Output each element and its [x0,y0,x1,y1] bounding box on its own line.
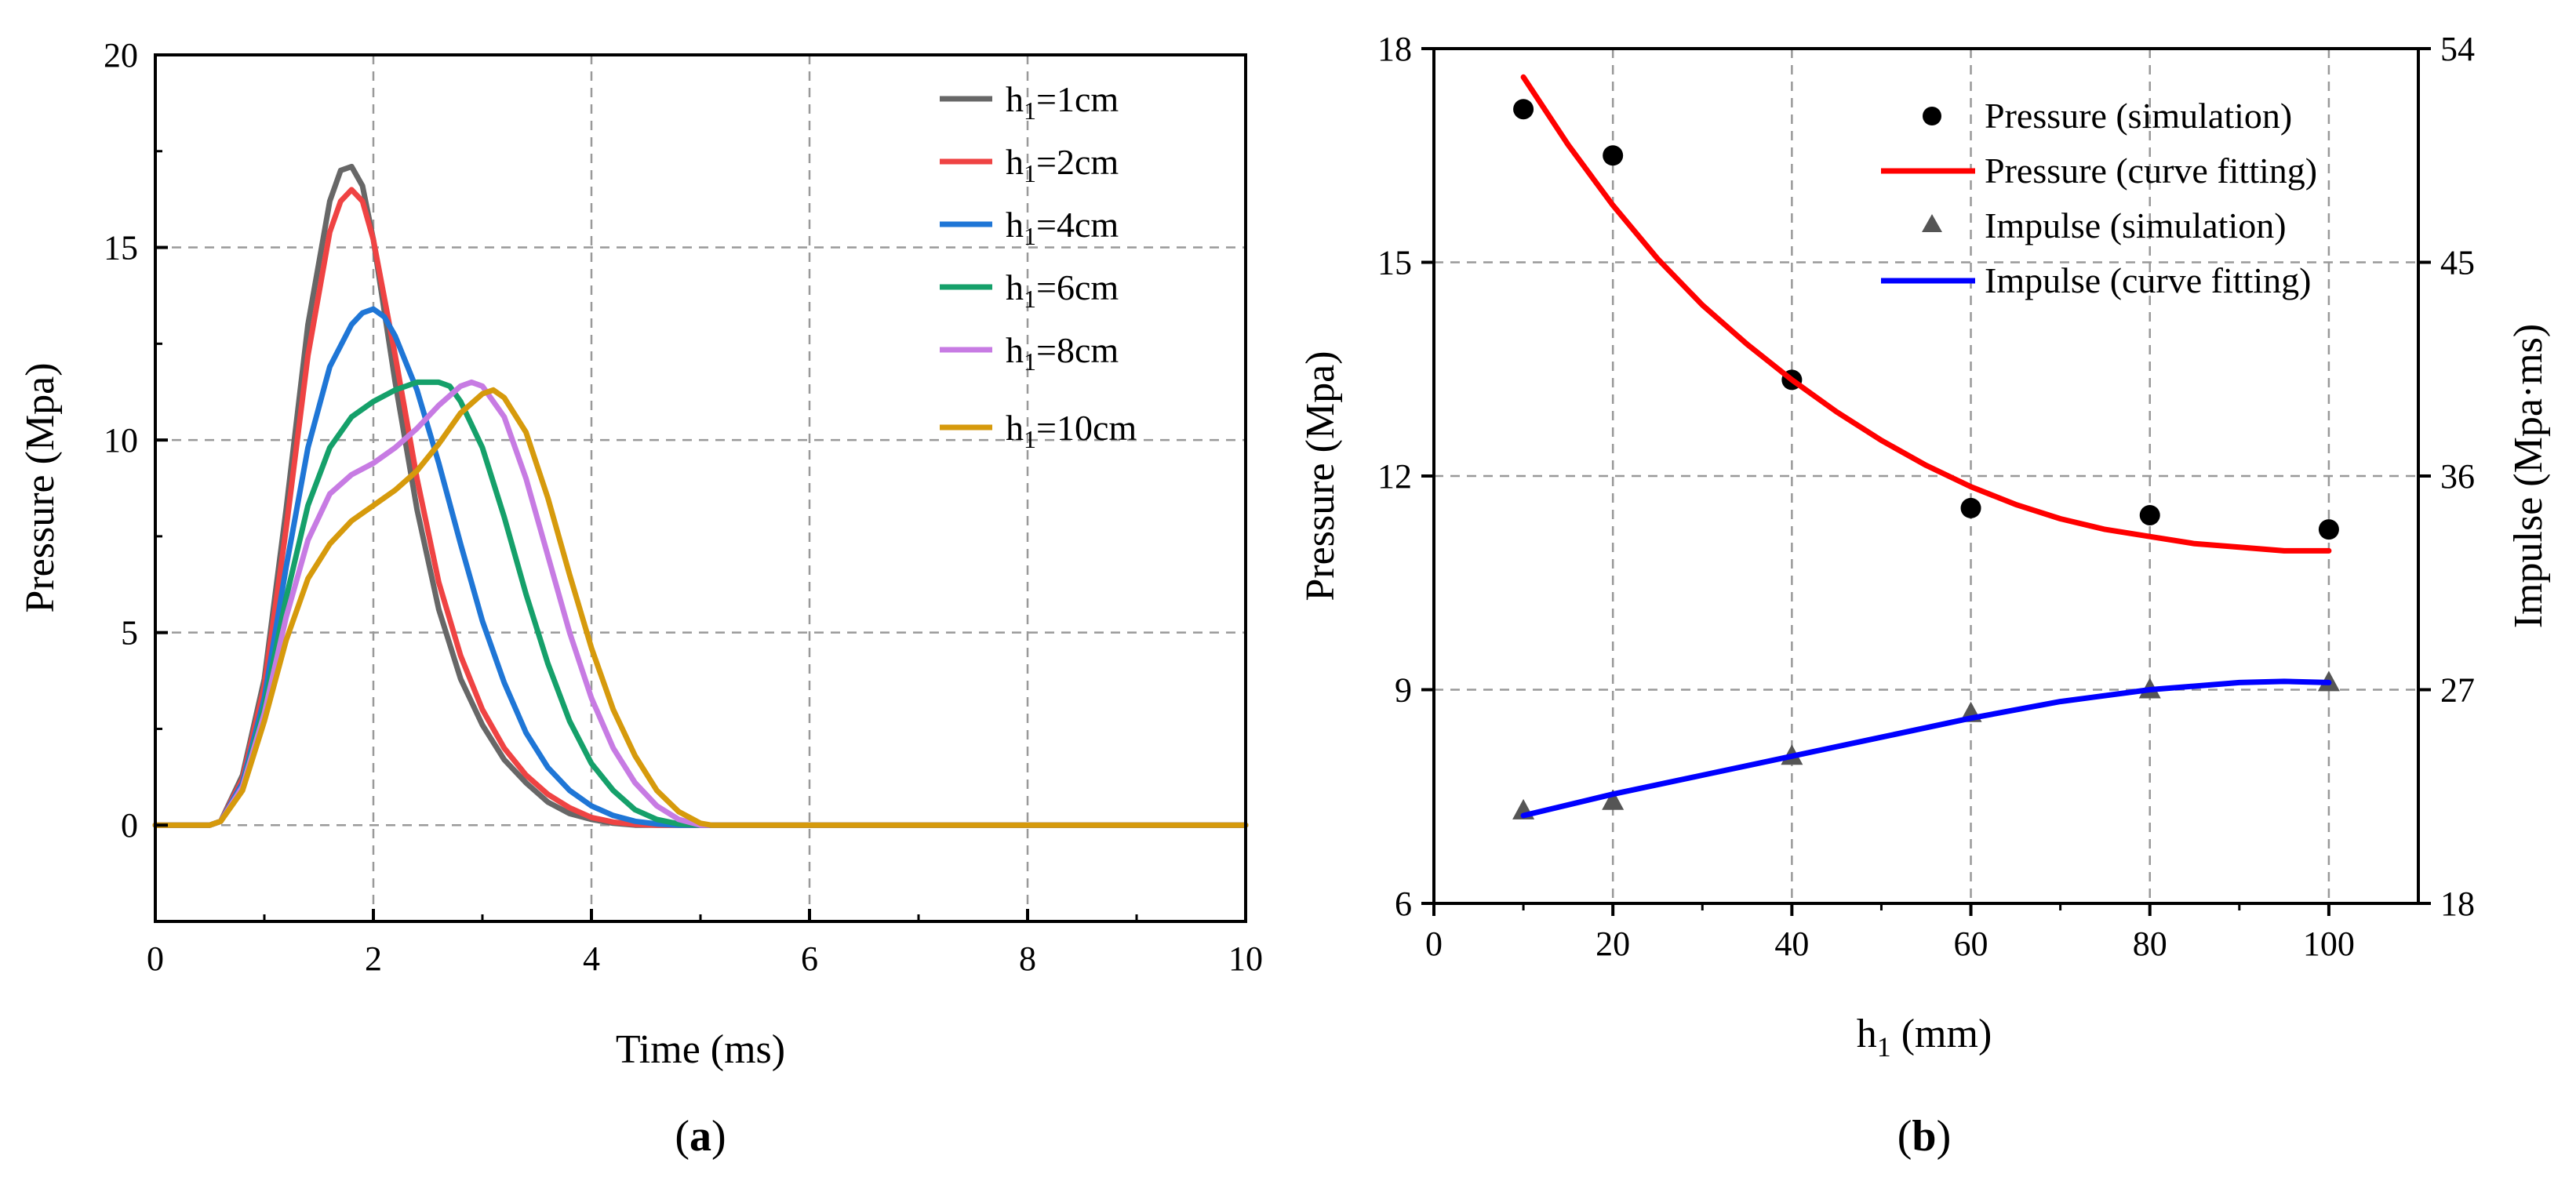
panel-b-x-tick-label: 100 [2303,925,2355,963]
panel-a-y-tick-label: 5 [121,614,138,652]
panel-a-x-tick-label: 10 [1228,939,1263,978]
panel-a-legend: h1=1cm h1=2cm h1=4cm h1=6cm h1=8cm h1=10… [940,79,1137,453]
series-line-h1-8cm [152,379,1249,828]
data-point-pressure-simulation [2318,519,2339,540]
panel-a-grid [155,55,1246,921]
legend-label-h1-10cm: h1=10cm [1006,408,1137,453]
legend-item-h1-6cm: h1=6cm [940,267,1119,313]
panel-a-y-tick-label: 10 [104,421,138,460]
panel-b-y2-tick-label: 18 [2440,885,2475,923]
panel-b-y-tick-label: 9 [1395,671,1412,710]
panel-b-y-axis-title: Pressure (Mpa) [1298,351,1343,601]
data-point-pressure-simulation [1960,497,1981,518]
legend-label-h1-2cm: h1=2cm [1006,142,1119,187]
legend-item-h1-8cm: h1=8cm [940,330,1119,376]
data-point-pressure-simulation [1603,145,1624,166]
panel-a-x-axis-title: Time (ms) [616,1027,785,1072]
panel-a-y-tick-label: 15 [104,229,138,267]
panel-b-y-tick-label: 15 [1377,244,1412,282]
panel-b-legend: Pressure (simulation) Pressure (curve fi… [1881,96,2317,300]
panel-b-x-tick-label: 20 [1595,925,1630,963]
legend-marker-pressure-simulation [1923,107,1941,125]
panel-b-ticks: 0 20 40 60 80 100 6 9 12 15 18 18 27 36 45 54 [1377,30,2475,963]
series-line-h1-1cm [152,163,1249,828]
panel-a-y-tick-label: 20 [104,36,138,74]
legend-item-h1-2cm: h1=2cm [940,142,1119,187]
panel-a: 0 2 4 6 8 10 0 5 10 15 20 h1=1cm h1=2cm h1=4cm h1=… [18,36,1263,1161]
panel-a-y-tick-label: 0 [121,806,138,845]
panel-b-y2-axis-title: Impulse (Mpa·ms) [2506,324,2551,628]
legend-label-h1-8cm: h1=8cm [1006,330,1119,376]
panel-b-y-tick-label: 18 [1377,30,1412,68]
panel-a-frame [154,53,1247,923]
legend-marker-impulse-simulation [1922,214,1942,232]
legend-label-pressure-simulation: Pressure (simulation) [1985,96,2292,136]
legend-label-pressure-curve-fitting: Pressure (curve fitting) [1985,151,2317,191]
series-line-pressure-curve-fitting [1520,74,2332,554]
legend-item-impulse-simulation: Impulse (simulation) [1922,205,2287,245]
series-line-h1-6cm [152,379,1249,828]
panel-b-x-tick-label: 60 [1954,925,1988,963]
panel-b-y2-tick-label: 45 [2440,244,2475,282]
legend-label-impulse-curve-fitting: Impulse (curve fitting) [1985,260,2311,300]
legend-label-h1-6cm: h1=6cm [1006,267,1119,313]
panel-b-x-tick-label: 0 [1425,925,1443,963]
legend-label-impulse-simulation: Impulse (simulation) [1985,205,2287,245]
panel-a-label: (a) [675,1112,726,1161]
panel-b-label: (b) [1897,1112,1951,1161]
series-line-h1-2cm [152,187,1249,828]
data-point-impulse-simulation [1602,789,1625,810]
panel-b-x-axis-title: h1 (mm) [1857,1012,1992,1063]
panel-b-x-tick-label: 40 [1774,925,1809,963]
panel-b-y2-tick-label: 36 [2440,457,2475,496]
legend-item-pressure-simulation: Pressure (simulation) [1923,96,2292,136]
data-point-pressure-simulation [2139,504,2160,525]
series-line-h1-10cm [152,387,1249,828]
series-line-impulse-curve-fitting [1520,678,2332,819]
panel-b-x-tick-label: 80 [2133,925,2167,963]
panel-b: 0 20 40 60 80 100 6 9 12 15 18 18 27 36 45 54 Pressure … [1298,30,2551,1161]
panel-a-x-tick-label: 2 [365,939,382,978]
panel-a-x-tick-label: 6 [801,939,818,978]
legend-item-h1-1cm: h1=1cm [940,79,1119,125]
data-point-pressure-simulation [1513,99,1534,120]
panel-b-y-tick-label: 12 [1377,457,1412,496]
legend-label-h1-4cm: h1=4cm [1006,205,1119,250]
panel-b-series [1512,74,2340,819]
panel-a-x-tick-label: 0 [147,939,164,978]
panel-a-x-tick-label: 8 [1019,939,1036,978]
legend-item-pressure-curve-fitting: Pressure (curve fitting) [1881,151,2317,191]
legend-label-h1-1cm: h1=1cm [1006,79,1119,125]
panel-b-y-tick-label: 6 [1395,885,1412,923]
legend-item-h1-10cm: h1=10cm [940,408,1137,453]
panel-a-series [152,163,1249,828]
panel-b-y2-tick-label: 27 [2440,671,2475,710]
legend-item-impulse-curve-fitting: Impulse (curve fitting) [1881,260,2311,300]
panel-a-y-axis-title: Pressure (Mpa) [18,362,63,612]
panel-a-x-tick-label: 4 [583,939,600,978]
panel-a-ticks: 0 2 4 6 8 10 0 5 10 15 20 [104,36,1263,978]
panel-b-y2-tick-label: 54 [2440,30,2475,68]
legend-item-h1-4cm: h1=4cm [940,205,1119,250]
series-line-h1-4cm [152,306,1249,828]
